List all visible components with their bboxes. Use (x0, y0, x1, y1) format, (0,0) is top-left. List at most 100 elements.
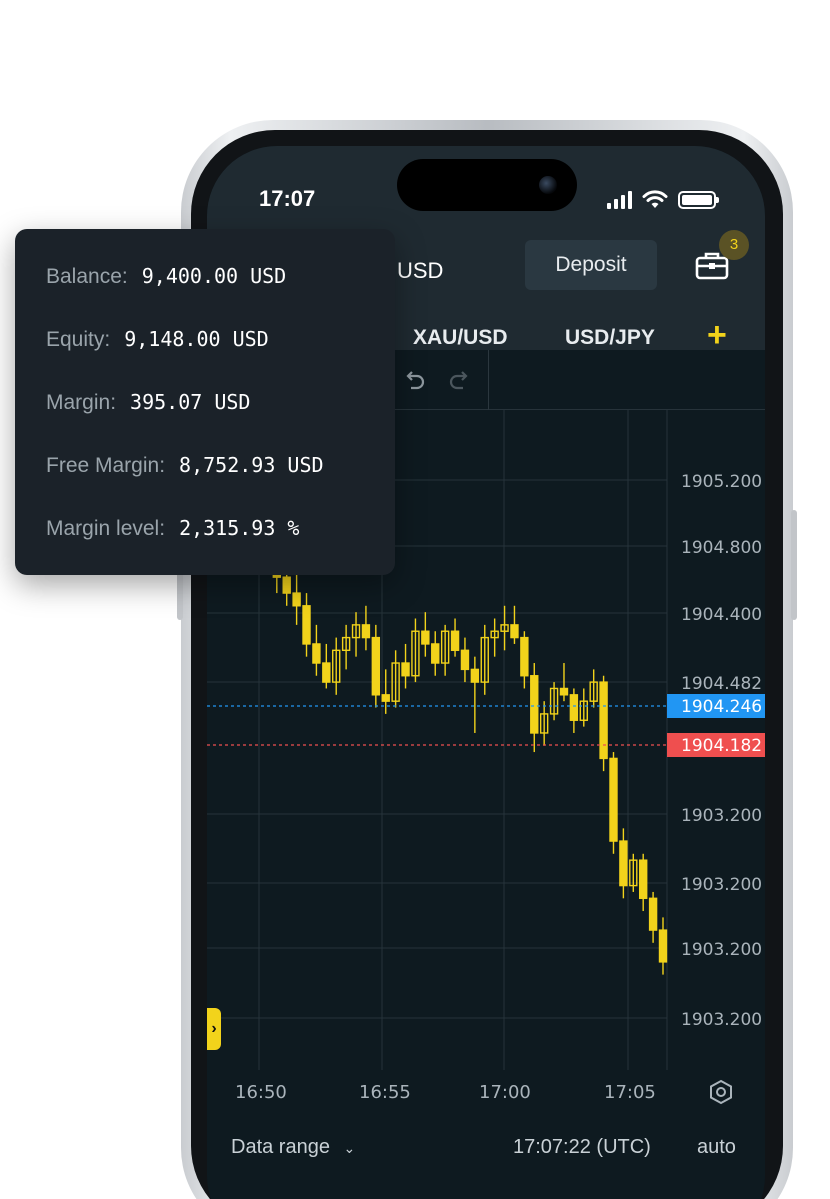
margin-value: 395.07 USD (130, 390, 251, 414)
time-label: 17:00 (479, 1082, 531, 1103)
free-margin-row: Free Margin: 8,752.93 USD (46, 453, 324, 478)
phone-screen: 17:07 USD Deposit 3 (207, 146, 765, 1199)
data-range-dropdown[interactable]: Data range ⌄ (231, 1136, 355, 1159)
candle-body (391, 662, 400, 702)
candle-body (629, 859, 638, 887)
candle-body (470, 668, 480, 683)
candle-body (599, 681, 608, 760)
price-label: 1904.800 (681, 538, 762, 558)
dynamic-island (397, 159, 577, 211)
candle-body (460, 649, 470, 671)
candlestick-chart[interactable]: 1905.200 1904.800 1904.400 1904.482 1903.200… (207, 410, 765, 1070)
status-time: 17:07 (259, 186, 316, 211)
candle-body (520, 636, 529, 677)
margin-label: Margin: (46, 391, 117, 414)
chart-settings-icon[interactable] (707, 1078, 735, 1106)
candle-body (480, 636, 489, 683)
candle-body (411, 630, 420, 677)
balance-label: Balance: (46, 265, 128, 288)
candle-body (589, 681, 598, 702)
candle-body (440, 630, 450, 664)
chevron-down-icon: ⌄ (343, 1140, 356, 1156)
price-label: 1903.200 (681, 1010, 762, 1030)
candle-body (549, 687, 559, 715)
auto-scale-button[interactable]: auto (697, 1136, 736, 1158)
candle-body (312, 643, 321, 664)
wifi-icon (642, 190, 668, 208)
margin-level-label: Margin level: (46, 517, 166, 540)
price-chart[interactable]: 1905.200 1904.800 1904.400 1904.482 1903.200… (207, 410, 765, 1199)
free-margin-value: 8,752.93 USD (179, 453, 324, 477)
undo-icon[interactable] (401, 368, 427, 394)
margin-level-row: Margin level: 2,315.93 % (46, 516, 299, 541)
balance-row: Balance: 9,400.00 USD (46, 264, 286, 289)
candle-body (658, 929, 668, 963)
instrument-tabs: XAU/USD USD/JPY + (207, 304, 765, 354)
camera-icon (539, 176, 557, 194)
time-axis: 16:50 16:55 17:00 17:05 (207, 1070, 765, 1130)
candle-body (431, 643, 440, 664)
volume-down-button (177, 560, 183, 620)
chevron-right-icon: › (211, 1020, 217, 1037)
ask-price-label: 1904.182 (681, 736, 762, 756)
cellular-signal-icon (607, 191, 632, 209)
candle-body (421, 630, 430, 645)
candle-body (638, 859, 648, 900)
candle-body (539, 713, 549, 734)
time-label: 16:50 (235, 1082, 287, 1103)
plus-icon[interactable]: + (707, 316, 727, 354)
candle-body (569, 694, 579, 721)
tab-xau-usd[interactable]: XAU/USD (413, 326, 508, 349)
candle-body (619, 840, 628, 887)
candle-body (371, 636, 381, 696)
utc-clock: 17:07:22 (UTC) (513, 1136, 651, 1158)
candle-body (609, 757, 618, 842)
price-label: 1904.482 (681, 674, 762, 694)
chart-toolbar (207, 350, 765, 410)
candle-body (322, 662, 331, 683)
price-label: 1904.400 (681, 605, 762, 625)
candle-body (282, 576, 291, 594)
equity-row: Equity: 9,148.00 USD (46, 327, 269, 352)
candle-body (292, 592, 301, 607)
candle-body (351, 624, 361, 639)
briefcase-icon[interactable] (695, 250, 729, 280)
candle-body (559, 687, 569, 696)
bid-price-label: 1904.246 (681, 697, 762, 717)
candle-body (341, 636, 351, 652)
account-currency[interactable]: USD (397, 258, 444, 283)
positions-badge: 3 (719, 230, 749, 260)
deposit-button[interactable]: Deposit (525, 240, 657, 290)
status-icons (607, 190, 719, 210)
tab-usd-jpy[interactable]: USD/JPY (565, 326, 655, 349)
account-summary-card: Balance: 9,400.00 USD Equity: 9,148.00 U… (15, 229, 395, 575)
candle-body (510, 624, 519, 639)
equity-value: 9,148.00 USD (124, 327, 269, 351)
power-button (791, 510, 797, 620)
candle-body (490, 630, 499, 639)
candle-body (530, 675, 539, 734)
price-label: 1903.200 (681, 806, 762, 826)
price-label: 1903.200 (681, 875, 762, 895)
margin-row: Margin: 395.07 USD (46, 390, 250, 415)
margin-level-value: 2,315.93 % (179, 516, 300, 540)
time-label: 17:05 (604, 1082, 656, 1103)
candle-body (648, 897, 658, 931)
candle-body (579, 700, 588, 721)
candle-body (450, 630, 460, 652)
data-range-label: Data range (231, 1136, 330, 1158)
candle-body (401, 662, 410, 677)
balance-value: 9,400.00 USD (141, 264, 287, 288)
candle-body (500, 624, 509, 632)
candle-body (302, 605, 311, 645)
equity-label: Equity: (46, 328, 111, 351)
toolbar-divider (488, 350, 489, 410)
app-header: 17:07 USD Deposit 3 (207, 146, 765, 354)
candle-body (332, 649, 341, 683)
redo-icon[interactable] (447, 368, 473, 394)
expand-panel-handle[interactable]: › (207, 1008, 221, 1050)
battery-icon (678, 191, 719, 209)
candle-body (361, 624, 371, 639)
bid-price-tag (667, 694, 765, 718)
